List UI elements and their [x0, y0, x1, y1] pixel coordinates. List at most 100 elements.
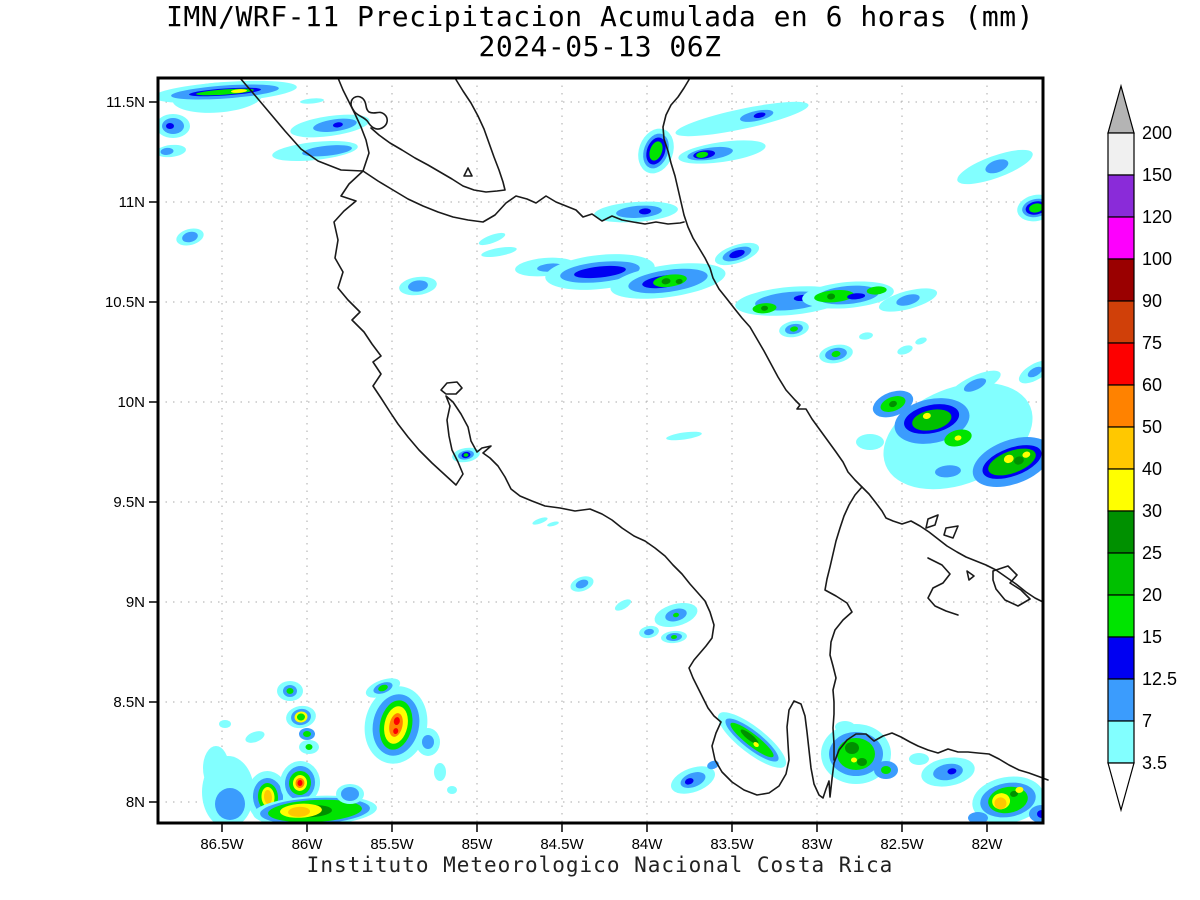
precip-level-30 [1003, 454, 1014, 464]
precip-level-15 [303, 731, 311, 737]
precip-blob [897, 345, 913, 355]
coastline-path [440, 381, 463, 395]
colorbar-label: 60 [1142, 375, 1162, 395]
precip-blob [158, 80, 297, 113]
precip-blob [290, 114, 370, 138]
lon-tick-label: 86W [292, 836, 324, 853]
precip-blob [594, 201, 678, 223]
colorbar-label: 12.5 [1142, 669, 1177, 689]
precip-level-12.5 [847, 293, 866, 300]
precip-level-3.5 [835, 721, 855, 733]
coastline-path [927, 557, 959, 616]
precip-blob [821, 724, 891, 784]
precip-blob [210, 97, 250, 109]
precip-level-3.5 [856, 434, 884, 450]
precip-level-25 [1010, 790, 1018, 797]
precip-blob [176, 228, 204, 246]
precip-blob [279, 761, 321, 805]
colorbar-arrow-up [1107, 83, 1135, 134]
precip-blob [639, 625, 659, 639]
precip-level-7 [1027, 366, 1043, 378]
precip-level-7 [935, 465, 961, 478]
precip-blob [819, 344, 853, 364]
precip-blob [666, 431, 702, 441]
colorbar-label: 7 [1142, 711, 1152, 731]
precip-level-30 [922, 412, 931, 420]
precip-level-7 [160, 147, 174, 155]
precip-level-12.5 [574, 265, 626, 279]
precip-level-3.5 [219, 720, 231, 728]
precip-level-7 [302, 145, 352, 157]
precip-level-60 [393, 717, 400, 726]
precip-level-25 [675, 278, 683, 284]
precip-level-30 [954, 435, 962, 441]
precip-blob [872, 390, 914, 418]
precip-level-7 [968, 812, 988, 823]
colorbar-cell [1107, 594, 1135, 638]
precip-level-15 [463, 453, 469, 457]
colorbar-cell [1107, 720, 1135, 764]
precip-level-25 [1014, 456, 1024, 465]
precip-blob [452, 447, 480, 463]
colorbar-label: 120 [1142, 207, 1172, 227]
colorbar-label: 30 [1142, 501, 1162, 521]
colorbar-cell [1107, 132, 1135, 176]
precip-blob [570, 576, 594, 592]
precip-level-7 [408, 280, 428, 292]
precip-level-7 [963, 378, 987, 392]
precip-level-15 [790, 326, 798, 332]
precip-level-15 [305, 744, 313, 750]
precip-level-12.5 [684, 778, 694, 785]
coastline-path [350, 95, 388, 130]
colorbar: 200 150 120 100 90 75 60 50 40 30 25 20 15 12.5 7 3.5 [1107, 83, 1177, 813]
precip-level-25 [845, 742, 859, 754]
precip-level-3.5 [447, 786, 457, 794]
coastline-path [824, 486, 863, 761]
coastline-path [662, 77, 1044, 603]
precip-level-15 [649, 141, 663, 161]
chart-title: IMN/WRF-11 Precipitacion Acumulada en 6 … [166, 0, 1034, 33]
colorbar-label: 50 [1142, 417, 1162, 437]
precip-blob [835, 721, 855, 733]
precip-level-30 [1015, 786, 1024, 793]
precip-level-3.5 [481, 246, 517, 258]
lat-tick-label: 11N [119, 194, 145, 211]
precip-level-15 [286, 688, 294, 694]
precip-level-3.5 [434, 763, 446, 781]
precip-level-25 [761, 305, 769, 311]
precip-level-7 [1029, 805, 1043, 823]
precip-level-25 [740, 729, 759, 744]
lon-tick-label: 82.5W [880, 836, 924, 853]
precip-blob [859, 332, 873, 340]
precipitation-shading [158, 80, 1043, 823]
precip-level-12.5 [332, 122, 343, 128]
precip-blob [277, 681, 303, 701]
lon-tick-label: 86.5W [200, 836, 244, 853]
map-frame [156, 76, 1045, 825]
precip-blob [614, 599, 632, 611]
precip-blob [654, 602, 698, 628]
precip-blob [1017, 194, 1043, 222]
precip-level-40 [263, 790, 273, 804]
precip-level-7 [616, 205, 662, 218]
colorbar-cell [1107, 468, 1135, 512]
plot-border [156, 76, 1045, 825]
precip-level-15 [696, 151, 709, 158]
lat-tick-label: 10N [117, 394, 145, 411]
precip-level-12.5 [753, 112, 766, 119]
precip-blob [434, 763, 446, 781]
precip-blob [944, 429, 972, 447]
precip-level-30 [1022, 451, 1031, 458]
precip-level-3.5 [915, 337, 927, 345]
precip-blob [202, 746, 254, 823]
precip-blob [878, 288, 938, 312]
precip-blob [675, 101, 809, 137]
precip-blob [610, 263, 726, 299]
lon-tick-label: 83W [802, 836, 834, 853]
precip-level-60 [297, 780, 303, 786]
coastline-path [966, 570, 975, 581]
precip-level-30 [230, 89, 247, 93]
precip-blob [532, 517, 548, 525]
colorbar-label: 75 [1142, 333, 1162, 353]
